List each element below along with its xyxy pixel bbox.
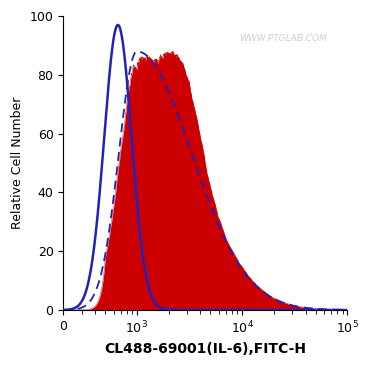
Text: WWW.PTGLAB.COM: WWW.PTGLAB.COM (239, 34, 327, 43)
X-axis label: CL488-69001(IL-6),FITC-H: CL488-69001(IL-6),FITC-H (104, 342, 306, 356)
Y-axis label: Relative Cell Number: Relative Cell Number (11, 97, 24, 229)
